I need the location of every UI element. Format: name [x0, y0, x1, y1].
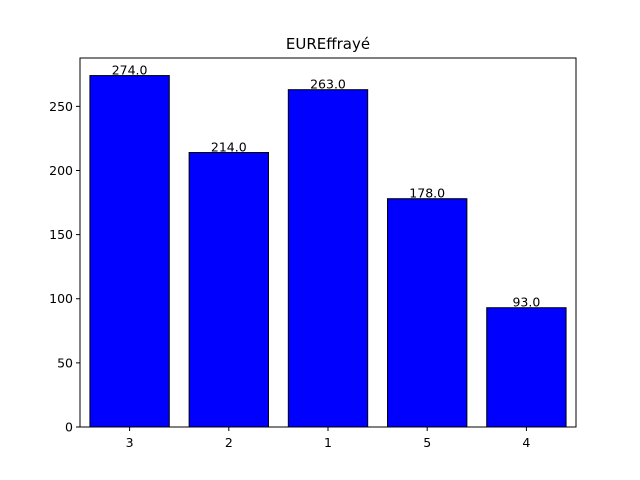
y-tick-label-100: 100: [49, 291, 73, 306]
data-label-4: 93.0: [512, 295, 540, 310]
data-label-2: 214.0: [211, 140, 247, 155]
y-tick-label-150: 150: [49, 227, 73, 242]
data-label-5: 178.0: [409, 186, 445, 201]
y-tick-label-0: 0: [65, 420, 73, 435]
plot-frame: [79, 57, 577, 428]
data-labels-group: 274.0 214.0 263.0 178.0 93.0: [112, 63, 541, 310]
data-label-1: 263.0: [310, 77, 346, 92]
x-tick-label-4: 4: [522, 435, 530, 450]
x-axis: 3 2 1 5 4: [126, 427, 530, 450]
y-axis: 0 50 100 150 200 250: [49, 99, 80, 435]
bar-3: [89, 75, 170, 428]
x-tick-label-1: 1: [324, 435, 332, 450]
chart-title: EUREffrayé: [286, 35, 370, 53]
bar-5: [387, 198, 468, 428]
x-tick-label-3: 3: [126, 435, 134, 450]
bars-group: [89, 75, 567, 428]
y-tick-label-200: 200: [49, 163, 73, 178]
y-tick-label-250: 250: [49, 99, 73, 114]
x-tick-label-2: 2: [225, 435, 233, 450]
x-tick-label-5: 5: [423, 435, 431, 450]
y-tick-label-50: 50: [57, 355, 73, 370]
bar-1: [287, 89, 369, 428]
bar-4: [486, 307, 567, 428]
data-label-3: 274.0: [112, 63, 148, 78]
bar-2: [188, 152, 269, 428]
